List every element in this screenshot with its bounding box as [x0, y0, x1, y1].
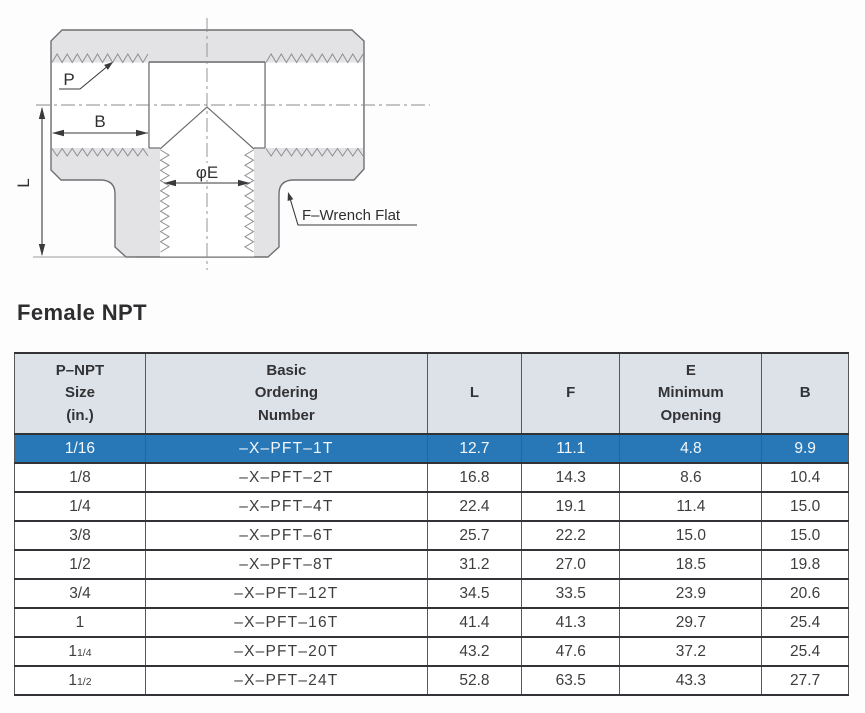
l-cell: 12.7	[426, 433, 523, 464]
order-cell: –X–PFT–20T	[144, 636, 428, 667]
b-cell: 25.4	[761, 636, 849, 667]
table-row: 1/8 –X–PFT–2T 16.8 14.3 8.6 10.4	[14, 462, 849, 493]
dimension-e-label: φE	[196, 163, 218, 182]
order-cell: –X–PFT–4T	[144, 491, 428, 522]
left-port-bottom-thread	[51, 147, 149, 157]
table-row: 3/4 –X–PFT–12T 34.5 33.5 23.9 20.6	[14, 578, 849, 609]
f-cell: 63.5	[521, 665, 621, 696]
e-cell: 8.6	[619, 462, 763, 493]
p-leader-line	[59, 64, 110, 90]
f-cell: 41.3	[521, 607, 621, 638]
e-cell: 43.3	[619, 665, 763, 696]
f-cell: 22.2	[521, 520, 621, 551]
wrench-flat-label: F–Wrench Flat	[302, 207, 401, 224]
dimension-b-arrow-left	[52, 129, 64, 137]
wrench-flat-leader-line	[288, 194, 417, 226]
size-cell: 1/2	[14, 549, 146, 580]
table-row: 11/4 –X–PFT–20T 43.2 47.6 37.2 25.4	[14, 636, 849, 667]
l-cell: 31.2	[426, 549, 523, 580]
e-cell: 11.4	[619, 491, 763, 522]
branch-left-thread	[159, 149, 170, 253]
l-cell: 16.8	[426, 462, 523, 493]
order-cell: –X–PFT–1T	[144, 433, 428, 464]
f-cell: 19.1	[521, 491, 621, 522]
size-cell: 11/2	[14, 665, 146, 696]
right-port-top-thread	[265, 53, 364, 64]
dimensions-table: P–NPT Size (in.) Basic Ordering Number L F E Mini…	[14, 352, 849, 696]
b-cell: 25.4	[761, 607, 849, 638]
table-row: 3/8 –X–PFT–6T 25.7 22.2 15.0 15.0	[14, 520, 849, 551]
order-cell: –X–PFT–16T	[144, 607, 428, 638]
table-body: 1/16 –X–PFT–1T 12.7 11.1 4.8 9.9 1/8 –X–PFT–2T 1…	[14, 433, 849, 696]
b-cell: 15.0	[761, 491, 849, 522]
dimension-b-arrow-right	[136, 129, 148, 137]
dimension-e-arrow-right	[238, 179, 250, 187]
table-row: 1/16 –X–PFT–1T 12.7 11.1 4.8 9.9	[14, 433, 849, 464]
e-cell: 15.0	[619, 520, 763, 551]
b-cell: 9.9	[761, 433, 849, 464]
table-row: 1/4 –X–PFT–4T 22.4 19.1 11.4 15.0	[14, 491, 849, 522]
dimension-l-arrow-bottom	[38, 244, 46, 256]
phi-e-label-backing	[190, 163, 224, 180]
b-cell: 27.7	[761, 665, 849, 696]
table-row: 1/2 –X–PFT–8T 31.2 27.0 18.5 19.8	[14, 549, 849, 580]
tee-fitting-drawing: B L φE P F–Wrench Flat	[14, 18, 430, 270]
e-cell: 4.8	[619, 433, 763, 464]
order-cell: –X–PFT–6T	[144, 520, 428, 551]
b-cell: 15.0	[761, 520, 849, 551]
order-cell: –X–PFT–24T	[144, 665, 428, 696]
f-cell: 47.6	[521, 636, 621, 667]
column-header-f: F	[521, 352, 621, 435]
order-cell: –X–PFT–12T	[144, 578, 428, 609]
dimension-e-arrow-left	[164, 179, 176, 187]
size-cell: 11/4	[14, 636, 146, 667]
column-header-order: Basic Ordering Number	[144, 352, 428, 435]
b-cell: 19.8	[761, 549, 849, 580]
size-cell: 3/4	[14, 578, 146, 609]
e-cell: 18.5	[619, 549, 763, 580]
p-leader-arrow	[104, 62, 113, 70]
l-cell: 22.4	[426, 491, 523, 522]
size-cell: 1/8	[14, 462, 146, 493]
f-cell: 11.1	[521, 433, 621, 464]
order-cell: –X–PFT–2T	[144, 462, 428, 493]
l-cell: 34.5	[426, 578, 523, 609]
l-cell: 43.2	[426, 636, 523, 667]
f-cell: 14.3	[521, 462, 621, 493]
section-title: Female NPT	[17, 300, 147, 325]
table-header: P–NPT Size (in.) Basic Ordering Number L F E Mini…	[14, 352, 849, 435]
f-cell: 33.5	[521, 578, 621, 609]
l-cell: 41.4	[426, 607, 523, 638]
p-label: P	[63, 70, 74, 89]
size-cell: 1/4	[14, 491, 146, 522]
column-header-size: P–NPT Size (in.)	[14, 352, 146, 435]
table-row: 11/2 –X–PFT–24T 52.8 63.5 43.3 27.7	[14, 665, 849, 696]
f-cell: 27.0	[521, 549, 621, 580]
size-cell: 1	[14, 607, 146, 638]
e-cell: 37.2	[619, 636, 763, 667]
branch-right-thread	[244, 149, 255, 253]
order-cell: –X–PFT–8T	[144, 549, 428, 580]
b-cell: 20.6	[761, 578, 849, 609]
left-port-top-thread	[51, 53, 149, 64]
size-cell: 1/16	[14, 433, 146, 464]
l-cell: 25.7	[426, 520, 523, 551]
wrench-flat-leader-arrow	[287, 192, 294, 201]
e-cell: 23.9	[619, 578, 763, 609]
table-header-row: P–NPT Size (in.) Basic Ordering Number L F E Mini…	[14, 352, 849, 435]
dimension-l-label: L	[14, 178, 33, 187]
b-cell: 10.4	[761, 462, 849, 493]
l-cell: 52.8	[426, 665, 523, 696]
dimensions-table-wrapper: P–NPT Size (in.) Basic Ordering Number L F E Mini…	[14, 352, 849, 696]
column-header-l: L	[426, 352, 523, 435]
dimension-b-label: B	[94, 112, 105, 131]
e-cell: 29.7	[619, 607, 763, 638]
table-row: 1 –X–PFT–16T 41.4 41.3 29.7 25.4	[14, 607, 849, 638]
dimension-l-arrow-top	[38, 107, 46, 119]
size-cell: 3/8	[14, 520, 146, 551]
column-header-e: E Minimum Opening	[619, 352, 763, 435]
column-header-b: B	[761, 352, 849, 435]
right-port-bottom-thread	[265, 147, 364, 157]
